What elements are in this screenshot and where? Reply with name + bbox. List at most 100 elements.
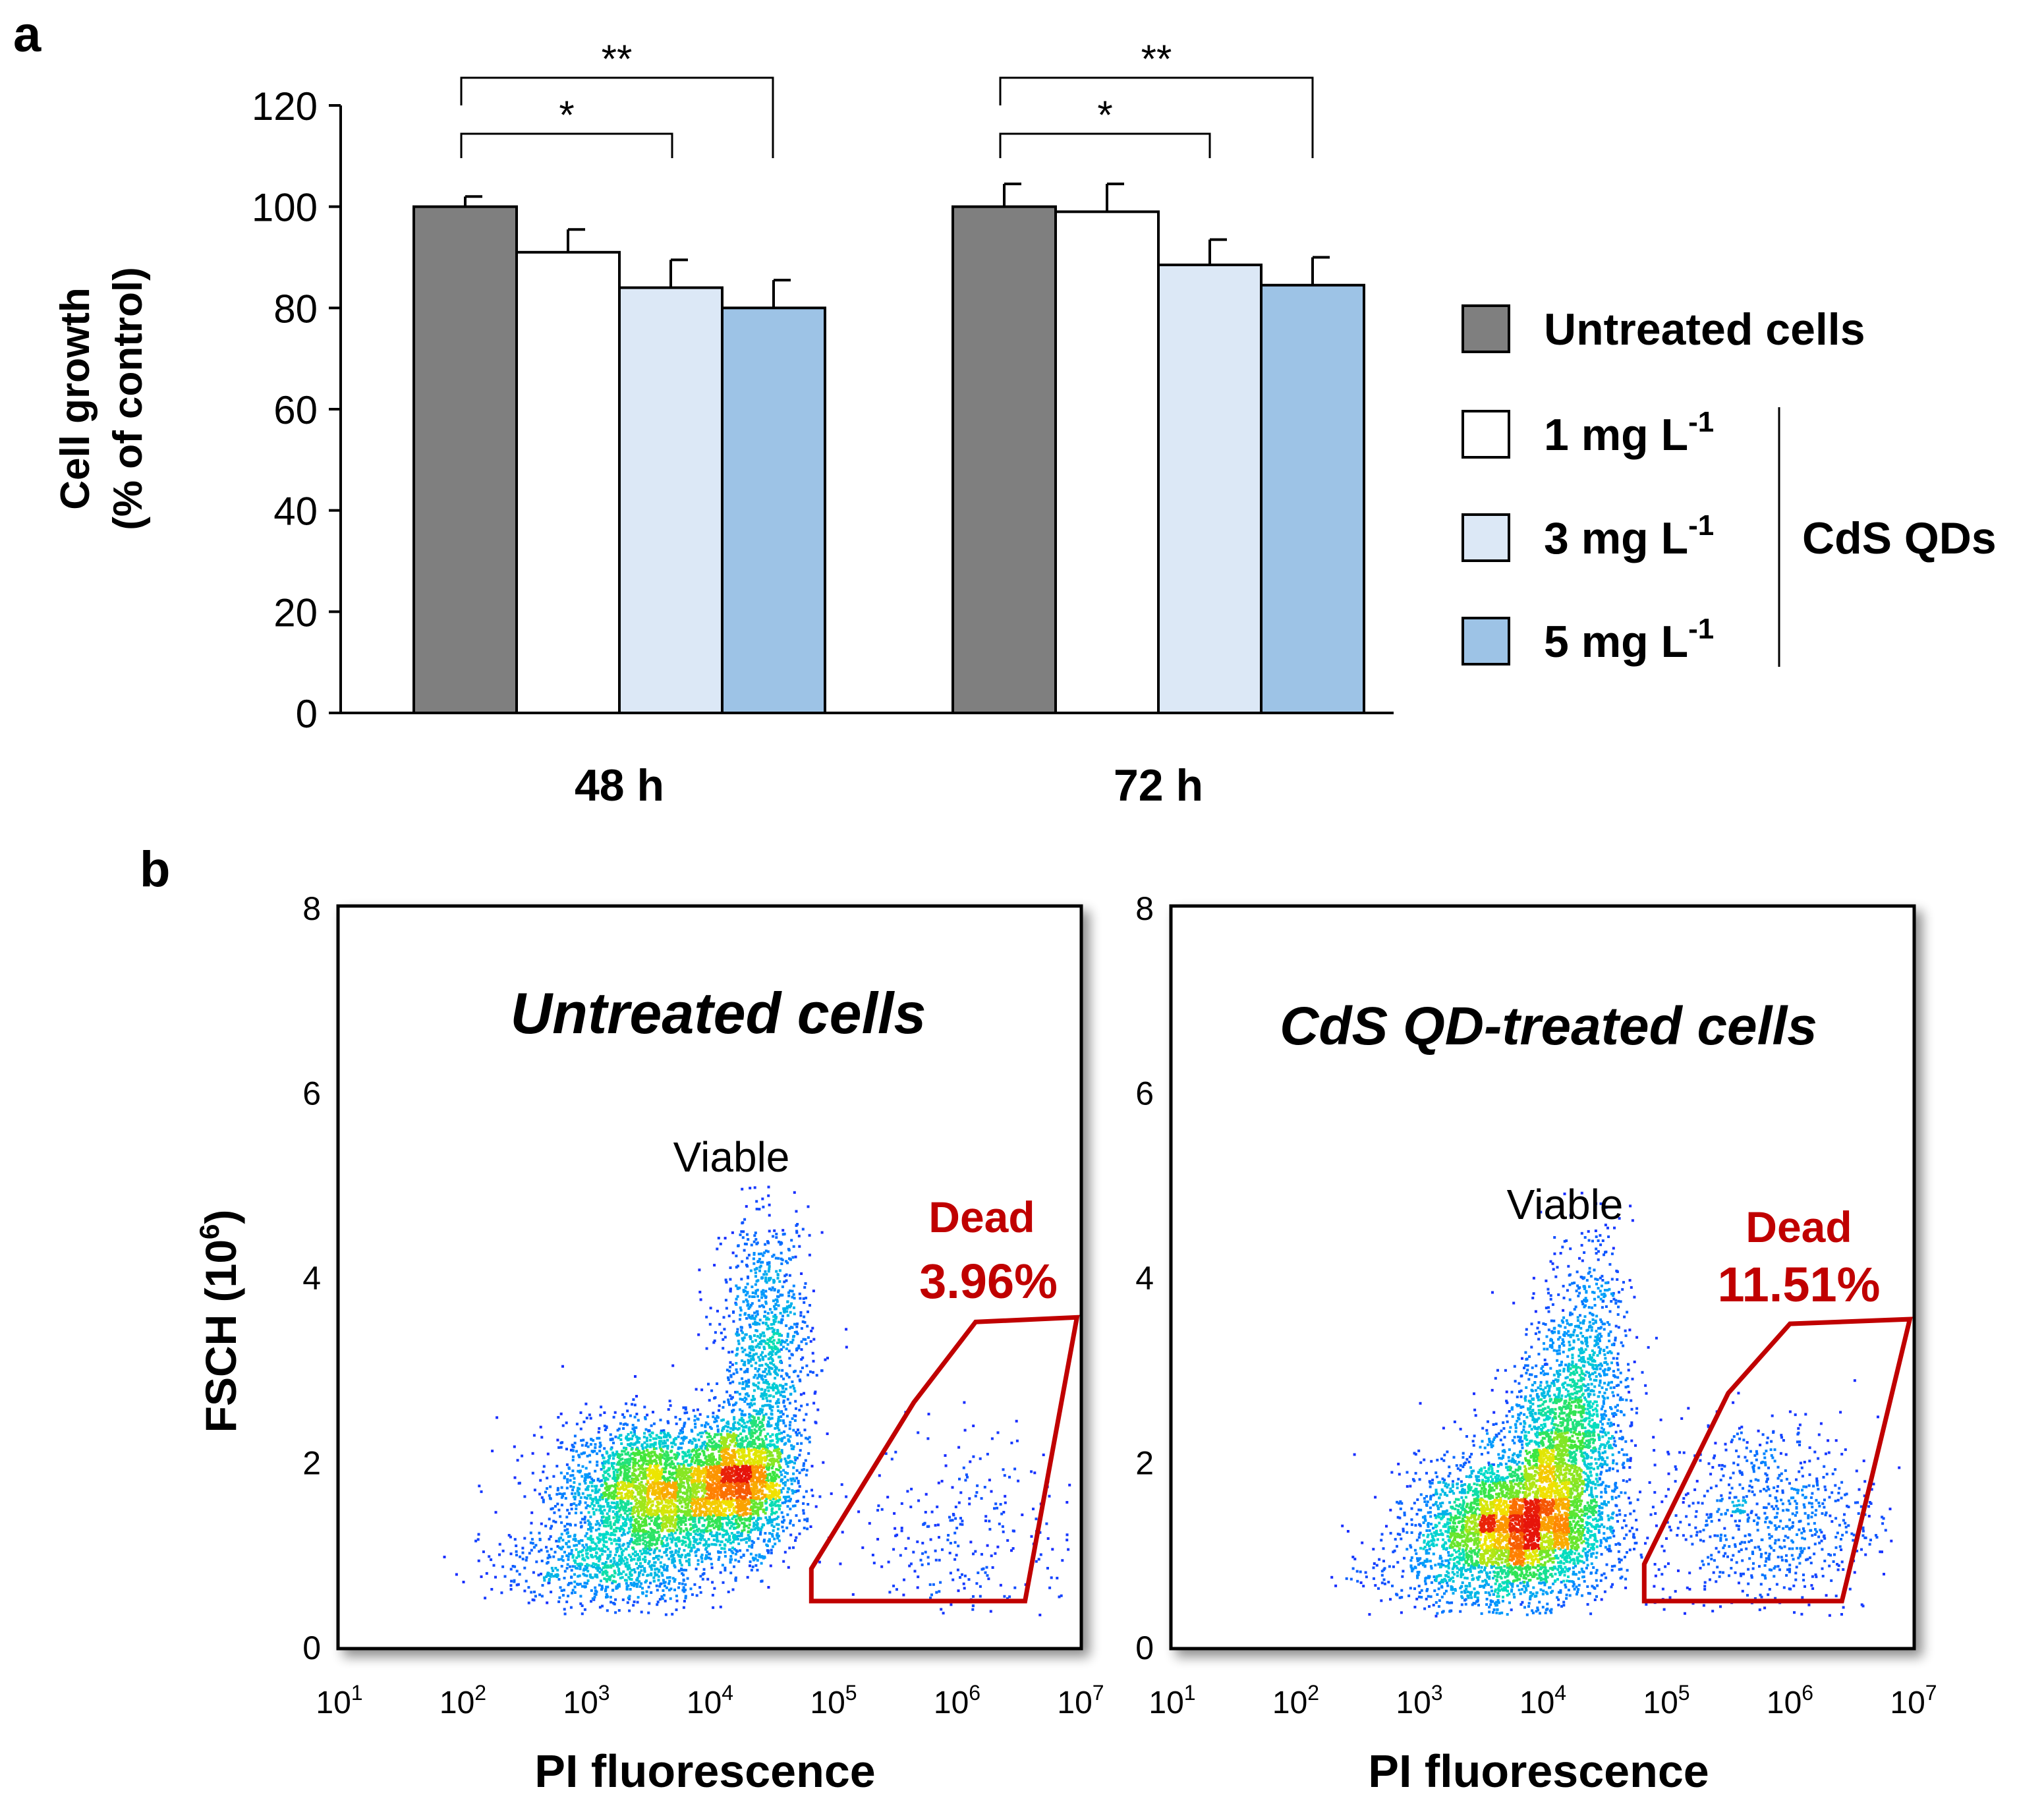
- event-point: [646, 1445, 649, 1448]
- event-point: [771, 1384, 774, 1387]
- event-point: [587, 1511, 590, 1514]
- event-point: [571, 1458, 575, 1461]
- event-point: [573, 1535, 576, 1538]
- event-point: [607, 1556, 610, 1560]
- event-point: [582, 1421, 586, 1423]
- event-point: [612, 1457, 615, 1460]
- event-point: [589, 1481, 592, 1484]
- event-point: [1032, 1508, 1035, 1511]
- event-point: [805, 1342, 808, 1345]
- event-point: [573, 1565, 577, 1568]
- event-point: [602, 1515, 605, 1518]
- event-point: [766, 1476, 769, 1479]
- event-point: [785, 1307, 789, 1310]
- event-point: [956, 1568, 959, 1571]
- event-point: [581, 1558, 584, 1561]
- event-point: [795, 1325, 799, 1328]
- event-point: [641, 1477, 644, 1480]
- event-point: [513, 1579, 516, 1582]
- event-point: [546, 1477, 549, 1480]
- event-point: [586, 1454, 589, 1458]
- event-point: [574, 1539, 577, 1543]
- event-point: [602, 1463, 605, 1467]
- event-point: [637, 1440, 640, 1444]
- event-point: [772, 1529, 775, 1532]
- event-point: [556, 1573, 559, 1577]
- event-point: [731, 1438, 735, 1441]
- event-point: [544, 1525, 548, 1527]
- event-point: [566, 1508, 569, 1512]
- event-point: [649, 1507, 652, 1510]
- event-point: [531, 1452, 534, 1455]
- event-point: [640, 1455, 642, 1458]
- event-point: [737, 1542, 741, 1545]
- event-point: [589, 1539, 592, 1541]
- event-point: [800, 1272, 803, 1275]
- event-point: [756, 1568, 759, 1571]
- event-point: [749, 1531, 752, 1534]
- event-point: [788, 1327, 791, 1330]
- event-point: [719, 1444, 722, 1448]
- event-point: [741, 1382, 745, 1386]
- event-point: [683, 1475, 687, 1478]
- event-point: [788, 1424, 791, 1427]
- event-point: [642, 1513, 646, 1515]
- event-point: [600, 1405, 603, 1409]
- event-point: [720, 1436, 723, 1440]
- event-point: [586, 1473, 589, 1476]
- event-point: [690, 1476, 693, 1479]
- event-point: [539, 1425, 542, 1429]
- event-point: [617, 1554, 621, 1558]
- event-point: [807, 1205, 810, 1208]
- event-point: [653, 1521, 656, 1524]
- event-point: [743, 1361, 747, 1364]
- event-point: [634, 1535, 637, 1538]
- event-point: [635, 1477, 638, 1480]
- event-point: [751, 1556, 754, 1560]
- event-point: [660, 1431, 663, 1434]
- event-point: [765, 1498, 768, 1501]
- event-point: [787, 1349, 791, 1353]
- event-point: [796, 1322, 799, 1326]
- event-point: [586, 1488, 590, 1491]
- event-point: [606, 1595, 610, 1599]
- event-point: [693, 1496, 696, 1499]
- event-point: [766, 1386, 769, 1389]
- event-point: [596, 1460, 599, 1463]
- event-point: [550, 1573, 553, 1576]
- event-point: [746, 1291, 749, 1295]
- event-point: [604, 1479, 607, 1482]
- event-point: [633, 1442, 637, 1446]
- event-point: [664, 1444, 667, 1448]
- event-point: [583, 1521, 586, 1524]
- event-point: [743, 1517, 747, 1521]
- event-point: [634, 1554, 637, 1557]
- event-point: [756, 1559, 759, 1562]
- event-point: [754, 1283, 757, 1286]
- event-point: [646, 1511, 649, 1514]
- event-point: [739, 1306, 742, 1309]
- event-point: [585, 1532, 588, 1535]
- event-point: [776, 1330, 780, 1333]
- event-point: [972, 1425, 975, 1427]
- event-point: [619, 1548, 623, 1550]
- event-point: [597, 1430, 600, 1434]
- event-point: [772, 1339, 776, 1342]
- event-point: [682, 1540, 685, 1543]
- event-point: [803, 1320, 807, 1324]
- event-point: [677, 1520, 680, 1523]
- event-point: [599, 1507, 602, 1510]
- event-point: [634, 1375, 637, 1378]
- event-point: [767, 1539, 770, 1543]
- event-point: [669, 1587, 673, 1591]
- event-point: [647, 1452, 650, 1456]
- event-point: [566, 1472, 569, 1475]
- event-point: [792, 1466, 795, 1469]
- event-point: [789, 1386, 792, 1389]
- event-point: [598, 1523, 602, 1527]
- event-point: [972, 1595, 975, 1598]
- event-point: [677, 1550, 680, 1553]
- event-point: [768, 1327, 771, 1330]
- event-point: [774, 1320, 777, 1323]
